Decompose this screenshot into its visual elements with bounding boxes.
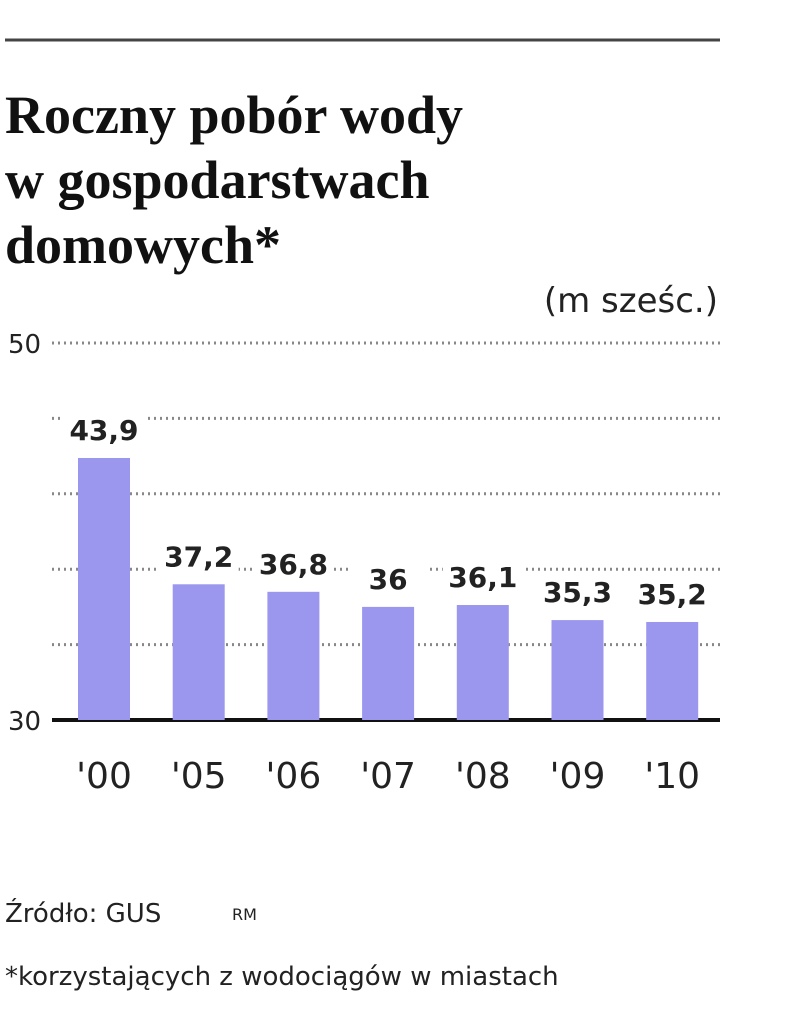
bar <box>172 584 225 720</box>
y-tick-label: 50 <box>8 330 41 360</box>
bar <box>551 620 604 720</box>
value-label: 36,8 <box>259 548 328 581</box>
value-label: 35,2 <box>638 578 707 611</box>
chart-title: Roczny pobór wody <box>5 85 463 145</box>
x-tick-label: '08 <box>455 756 511 797</box>
label-bg <box>442 557 523 594</box>
bar <box>362 606 415 720</box>
label-bg <box>253 543 334 580</box>
x-tick-label: '00 <box>76 756 132 797</box>
label-bg <box>348 558 429 595</box>
footnote: *korzystających z wodociągów w miastach <box>5 962 559 992</box>
value-label: 37,2 <box>164 540 233 573</box>
label-bg <box>632 573 713 610</box>
bar <box>456 605 509 720</box>
source: Źródło: GUS <box>5 897 161 929</box>
chart-title: w gospodarstwach <box>5 150 430 210</box>
label-bg <box>537 572 618 609</box>
x-tick-label: '05 <box>171 756 227 797</box>
value-label: 35,3 <box>543 576 612 609</box>
bar <box>78 457 130 720</box>
bar <box>267 591 320 720</box>
x-tick-label: '06 <box>266 756 322 797</box>
value-label: 36 <box>369 563 408 596</box>
value-label: 43,9 <box>69 414 138 447</box>
value-label: 36,1 <box>448 561 517 594</box>
author: RM <box>232 905 257 924</box>
label-bg <box>158 536 239 573</box>
label-bg <box>64 409 144 446</box>
unit-label: (m sześc.) <box>544 281 718 321</box>
x-tick-label: '09 <box>550 756 606 797</box>
y-tick-label: 30 <box>8 707 41 737</box>
bar <box>646 621 699 720</box>
x-tick-label: '07 <box>360 756 416 797</box>
chart-title: domowych* <box>5 215 281 275</box>
x-tick-label: '10 <box>644 756 700 797</box>
